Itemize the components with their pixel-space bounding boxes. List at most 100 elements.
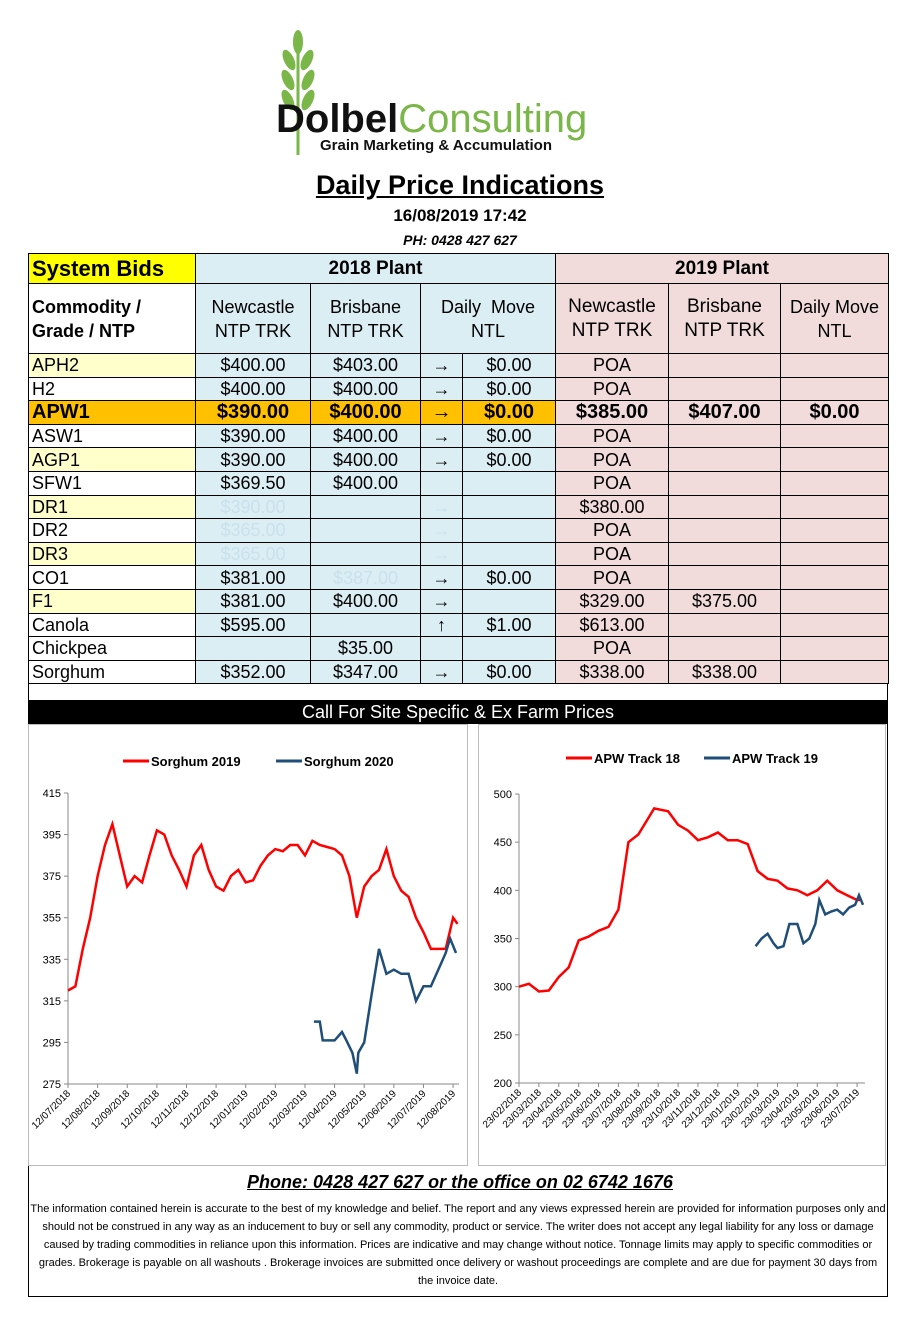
table-cell: →: [420, 494, 463, 520]
column-header: Newcastle NTP TRK: [555, 283, 669, 354]
table-cell: DR2: [28, 518, 196, 543]
y-tick-label: 355: [43, 913, 61, 925]
table-cell: [668, 541, 781, 567]
y-tick-label: 300: [494, 982, 512, 994]
table-cell: POA: [555, 353, 669, 378]
table-cell: $613.00: [555, 612, 669, 638]
table-row: APH2 $400.00 $403.00 → $0.00 POA: [28, 353, 890, 378]
table-cell: ↑: [420, 612, 463, 638]
column-header: Daily Move NTL: [420, 283, 556, 354]
table-cell: $403.00: [310, 353, 421, 378]
table-cell: [310, 612, 421, 638]
table-cell: $400.00: [195, 353, 311, 378]
table-cell: [668, 353, 781, 378]
table-cell: [779, 588, 890, 614]
y-tick-label: 335: [43, 954, 61, 966]
table-row: SFW1 $369.50 $400.00 POA: [28, 470, 890, 496]
table-cell: →: [420, 518, 463, 543]
table-cell: [668, 494, 781, 520]
table-cell: [779, 494, 890, 520]
y-tick-label: 415: [43, 788, 61, 800]
table-cell: POA: [555, 470, 669, 496]
table-row: CO1 $381.00 $387.00 → $0.00 POA: [28, 565, 890, 590]
table-row: F1 $381.00 $400.00 → $329.00 $375.00: [28, 588, 890, 614]
table-cell: $400.00: [310, 470, 421, 496]
table-cell: AGP1: [28, 447, 196, 472]
table-cell: [420, 470, 463, 496]
legend-label: Sorghum 2020: [304, 754, 394, 769]
table-cell: $0.00: [462, 423, 556, 449]
table-row: DR3 $365.00 → POA: [28, 541, 890, 567]
banner: Call For Site Specific & Ex Farm Prices: [28, 700, 888, 724]
table-cell: [668, 376, 781, 402]
tagline: Grain Marketing & Accumulation: [320, 137, 552, 154]
date: 16/08/2019 17:42: [393, 206, 527, 225]
table-cell: POA: [555, 541, 669, 567]
table-cell: APH2: [28, 353, 196, 378]
table-cell: [462, 636, 556, 661]
legend-label: APW Track 19: [732, 751, 818, 766]
table-row: DR1 $390.00 → $380.00: [28, 494, 890, 520]
table-cell: F1: [28, 588, 196, 614]
table-cell: [779, 565, 890, 590]
table-cell: →: [420, 541, 463, 567]
table-cell: POA: [555, 518, 669, 543]
table-cell: $595.00: [195, 612, 311, 638]
table-cell: $0.00: [462, 353, 556, 378]
table-cell: $0.00: [779, 400, 890, 425]
table-cell: →: [420, 353, 463, 378]
table-cell: POA: [555, 565, 669, 590]
table-cell: $400.00: [310, 588, 421, 614]
table-cell: $400.00: [310, 423, 421, 449]
table-cell: $338.00: [668, 659, 781, 685]
table-cell: $365.00: [195, 541, 311, 567]
table-cell: $35.00: [310, 636, 421, 661]
chart: 27529531533535537539541512/07/201812/08/…: [28, 724, 468, 1166]
table-cell: $407.00: [668, 400, 781, 425]
column-header: Newcastle NTP TRK: [195, 283, 311, 354]
table-cell: [779, 541, 890, 567]
table-cell: POA: [555, 636, 669, 661]
table-cell: [462, 518, 556, 543]
table-cell: [310, 518, 421, 543]
table-cell: $400.00: [310, 447, 421, 472]
table-cell: DR1: [28, 494, 196, 520]
table-cell: $329.00: [555, 588, 669, 614]
price-table: System Bids 2018 Plant 2019 Plant Commod…: [28, 253, 890, 685]
wheat-icon: [281, 30, 315, 155]
column-header: Brisbane NTP TRK: [310, 283, 421, 354]
table-row: H2 $400.00 $400.00 → $0.00 POA: [28, 376, 890, 402]
table-row: Sorghum $352.00 $347.00 → $0.00 $338.00 $338.0…: [28, 659, 890, 685]
column-header: Daily Move NTL: [779, 283, 890, 354]
legend-label: APW Track 18: [594, 751, 680, 766]
table-cell: $390.00: [195, 494, 311, 520]
table-cell: [779, 423, 890, 449]
table-cell: POA: [555, 376, 669, 402]
table-cell: →: [420, 447, 463, 472]
y-tick-label: 315: [43, 996, 61, 1008]
table-cell: [668, 423, 781, 449]
table-cell: $369.50: [195, 470, 311, 496]
table-cell: ASW1: [28, 423, 196, 449]
y-tick-label: 350: [494, 934, 512, 946]
table-cell: $381.00: [195, 588, 311, 614]
table-cell: $390.00: [195, 423, 311, 449]
table-cell: →: [420, 565, 463, 590]
y-tick-label: 400: [494, 885, 512, 897]
table-cell: Canola: [28, 612, 196, 638]
table-cell: [779, 659, 890, 685]
table-cell: [779, 353, 890, 378]
table-cell: POA: [555, 423, 669, 449]
table-cell: $400.00: [195, 376, 311, 402]
table-cell: $347.00: [310, 659, 421, 685]
table-cell: [462, 470, 556, 496]
table-cell: POA: [555, 447, 669, 472]
table-cell: →: [420, 659, 463, 685]
table-cell: Chickpea: [28, 636, 196, 661]
y-tick-label: 275: [43, 1079, 61, 1091]
group-header: 2019 Plant: [554, 253, 890, 284]
table-cell: $387.00: [310, 565, 421, 590]
y-tick-label: 250: [494, 1030, 512, 1042]
table-cell: $400.00: [310, 376, 421, 402]
